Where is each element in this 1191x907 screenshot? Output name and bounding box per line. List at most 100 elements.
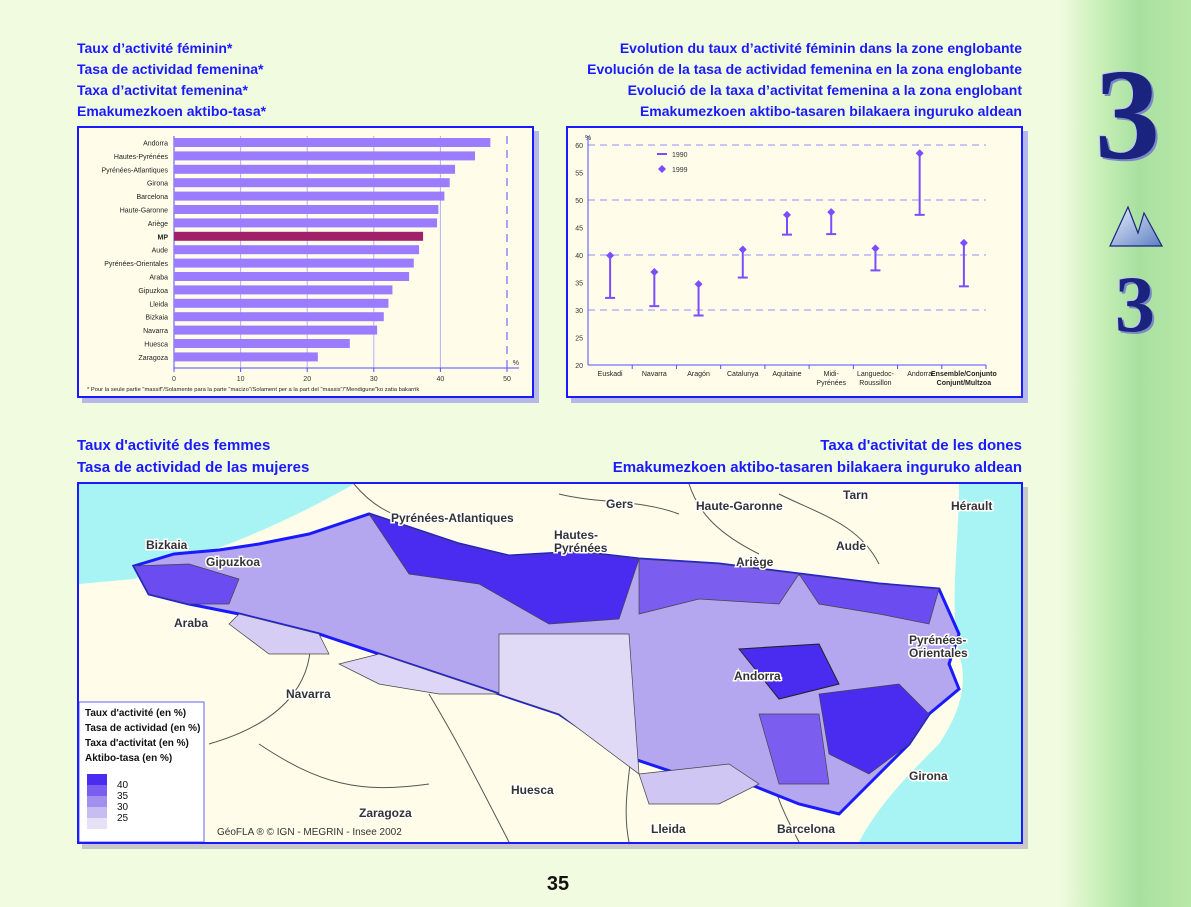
legend-title: Taxa d'activitat (en %) bbox=[85, 738, 189, 749]
title-ca: Taxa d’activitat femenina* bbox=[77, 82, 248, 98]
category-label: Languedoc- bbox=[857, 371, 895, 378]
marker-1999 bbox=[783, 210, 791, 219]
category-label: Huesca bbox=[144, 342, 168, 349]
marker-1999 bbox=[650, 268, 659, 277]
category-label: Pyrénées-Orientales bbox=[104, 261, 168, 268]
map-title-fr: Taux d'activité des femmes bbox=[77, 437, 271, 454]
map-label: Araba bbox=[174, 616, 208, 630]
x-tick-label: 10 bbox=[237, 376, 245, 383]
bar-Haute-Garonne bbox=[174, 205, 439, 214]
category-label: Araba bbox=[149, 275, 168, 282]
y-tick-label: 35 bbox=[575, 281, 583, 288]
legend-1999-swatch bbox=[658, 165, 666, 173]
title-fr: Evolution du taux d’activité féminin dan… bbox=[619, 40, 1022, 56]
legend-swatch bbox=[87, 796, 107, 807]
legend-title: Tasa de actividad (en %) bbox=[85, 723, 200, 734]
activity-rate-map: Pyrénées-Atlantiques Gers Haute-Garonne Tar… bbox=[78, 483, 1021, 843]
x-tick-label: 40 bbox=[437, 376, 445, 383]
category-label: MP bbox=[158, 234, 169, 241]
bar-Ariège bbox=[174, 218, 438, 228]
bar-Girona bbox=[174, 178, 450, 188]
category-label: Conjunt/Multzoa bbox=[937, 380, 992, 387]
x-axis-label: % bbox=[513, 360, 519, 367]
legend-1990-label: 1990 bbox=[672, 152, 688, 159]
bar-Araba bbox=[174, 272, 410, 281]
bar-Huesca bbox=[174, 339, 350, 348]
footnote: * Pour la seule partie "massif"/Solament… bbox=[87, 387, 419, 393]
y-tick-label: 25 bbox=[575, 336, 583, 343]
bar-MP bbox=[174, 231, 424, 241]
page-number: 35 bbox=[546, 873, 570, 895]
marker-1999 bbox=[738, 245, 747, 254]
legend-tick: 30 bbox=[117, 802, 129, 813]
legend-1999-label: 1999 bbox=[672, 167, 688, 174]
sea-biscay bbox=[79, 484, 354, 584]
bar-Pyrénées-Atlantiques bbox=[174, 164, 456, 174]
map-label: Zaragoza bbox=[359, 806, 412, 820]
chapter-number: 3 bbox=[1095, 43, 1160, 187]
category-label: Barcelona bbox=[136, 194, 168, 201]
category-label: Hautes-Pyrénées bbox=[114, 154, 169, 161]
map-credit: GéoFLA ® © IGN - MEGRIN - Insee 2002 bbox=[217, 827, 402, 838]
map-label: Hautes- bbox=[554, 528, 598, 542]
x-tick-label: 0 bbox=[172, 376, 176, 383]
map-label: Ariège bbox=[736, 555, 774, 569]
marker-1999 bbox=[959, 238, 968, 247]
x-tick-label: 50 bbox=[503, 376, 511, 383]
y-tick-label: 20 bbox=[575, 363, 583, 370]
map-title-eu: Emakumezkoen aktibo-tasaren bilakaera in… bbox=[612, 459, 1022, 476]
y-tick-label: 60 bbox=[575, 143, 583, 150]
bar-Pyrénées-Orientales bbox=[174, 258, 414, 268]
range-chart: 202530354045505560%EuskadiNavarraAragónC… bbox=[575, 135, 997, 387]
legend-tick: 40 bbox=[117, 780, 129, 791]
bar-Barcelona bbox=[174, 191, 445, 201]
map-label: Huesca bbox=[511, 783, 554, 797]
category-label: Andorra bbox=[143, 141, 168, 148]
marker-1999 bbox=[915, 149, 924, 158]
title-eu: Emakumezkoen aktibo-tasaren bilakaera in… bbox=[639, 103, 1022, 119]
map-titles-right: Taxa d'activitat de les dones Emakumezko… bbox=[613, 435, 1022, 479]
marker-1999 bbox=[827, 208, 836, 217]
y-tick-label: 40 bbox=[575, 253, 583, 260]
category-label: Pyrénées-Atlantiques bbox=[101, 167, 168, 174]
category-label: Aragón bbox=[687, 371, 710, 378]
legend-title: Aktibo-tasa (en %) bbox=[85, 753, 172, 764]
title-es: Tasa de actividad femenina* bbox=[77, 61, 264, 77]
map-title-es: Tasa de actividad de las mujeres bbox=[77, 459, 310, 476]
bar-Aude bbox=[174, 245, 420, 255]
sea-mediterranean bbox=[859, 484, 1021, 842]
y-tick-label: 30 bbox=[575, 308, 583, 315]
category-label: Midi- bbox=[824, 371, 840, 378]
bar-chart-panel: 0 10 20 30 40 50% Andorra Hautes-Pyrénées Pyréné… bbox=[77, 126, 534, 398]
category-label: Girona bbox=[147, 181, 168, 188]
marker-1999 bbox=[694, 280, 703, 289]
map-label: Pyrénées-Atlantiques bbox=[391, 511, 514, 525]
bar-Gipuzkoa bbox=[174, 285, 393, 295]
marker-1999 bbox=[606, 251, 615, 260]
map-label: Tarn bbox=[843, 488, 868, 502]
bar-Bizkaia bbox=[174, 312, 384, 322]
map-label: Gipuzkoa bbox=[206, 555, 260, 569]
bar-Zaragoza bbox=[174, 352, 318, 362]
category-label: Euskadi bbox=[598, 371, 623, 378]
map-label: Navarra bbox=[286, 687, 331, 701]
category-label: Navarra bbox=[143, 328, 168, 335]
legend-title: Taux d'activité (en %) bbox=[85, 708, 186, 719]
legend-swatch bbox=[87, 818, 107, 829]
bar-Navarra bbox=[174, 325, 378, 335]
map-label: Aude bbox=[836, 539, 866, 553]
category-label: Ariège bbox=[148, 221, 168, 228]
title-eu: Emakumezkoen aktibo-tasa* bbox=[77, 103, 267, 119]
marker-1999 bbox=[871, 244, 880, 253]
category-label: Aquitaine bbox=[772, 371, 801, 378]
category-label: Bizkaia bbox=[145, 315, 168, 322]
category-label: Navarra bbox=[642, 371, 667, 378]
category-label: Zaragoza bbox=[138, 355, 168, 362]
legend-tick: 25 bbox=[117, 813, 129, 824]
title-ca: Evolució de la taxa d’activitat femenina… bbox=[627, 82, 1022, 98]
map-label: Gers bbox=[606, 497, 634, 511]
bar-Lleida bbox=[174, 298, 389, 308]
range-chart-titles: Evolution du taux d’activité féminin dan… bbox=[587, 38, 1022, 122]
bar-Andorra bbox=[174, 138, 491, 147]
map-label: Lleida bbox=[651, 822, 686, 836]
